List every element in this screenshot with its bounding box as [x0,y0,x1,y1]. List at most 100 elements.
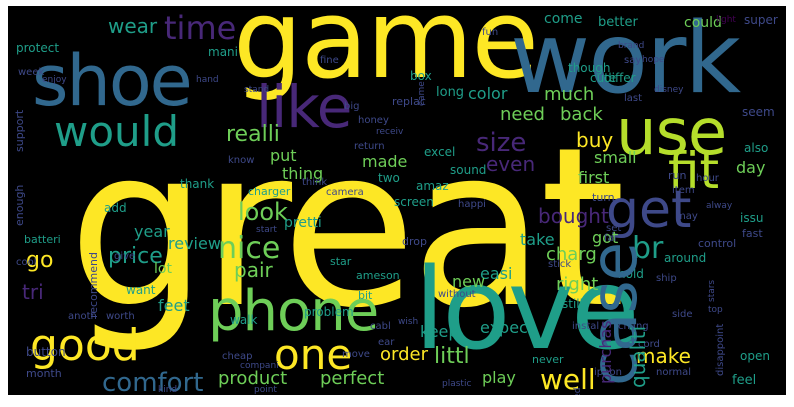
cloud-word: perfect [320,368,385,389]
cloud-word: new [452,272,486,291]
cloud-word: big [344,101,360,112]
cloud-word: still [562,297,583,311]
cloud-word: differ [604,71,636,85]
cloud-word: phone [208,279,379,344]
cloud-word: make [636,344,691,368]
cloud-word: go [26,248,54,273]
cloud-word: expect [480,318,535,337]
cloud-word: protect [16,41,60,55]
cloud-word: ship [656,273,677,284]
cloud-word: sound [450,163,487,177]
cloud-word: may [676,211,698,222]
cloud-word: kind [158,385,178,395]
cloud-word: price [108,244,163,269]
cloud-word: comfort [102,368,204,395]
cloud-word: move [342,349,370,360]
cloud-word: get [606,180,692,240]
cloud-word: fun [482,27,499,38]
cloud-word: run [668,169,687,182]
cloud-word: great [68,100,626,356]
cloud-word: come [544,11,583,27]
cloud-word: time [164,9,237,47]
cloud-word: much [544,84,595,105]
cloud-word: drop [402,235,427,248]
cloud-word: screen [394,195,434,209]
cloud-word: brand [618,41,645,51]
cloud-word: day [736,158,766,177]
cloud-word: add [104,201,127,215]
cloud-word: one [274,330,353,379]
cloud-word: alway [706,201,733,211]
cloud-word: receiv [376,127,404,137]
cloud-word: set [606,223,622,234]
cloud-word: fine [320,55,339,66]
cloud-word: nice [218,231,281,266]
cloud-word: enough [13,184,26,226]
cloud-word: got [592,228,619,247]
cloud-word: pair [234,258,273,282]
cloud-word: review [168,234,221,253]
cloud-word: littl [434,344,470,369]
cloud-word: last [624,93,643,104]
cloud-word: stars [707,279,717,302]
cloud-word: compani [240,361,279,371]
cloud-word: item [672,185,695,196]
cloud-word: take [520,230,555,249]
cloud-word: charg [546,244,597,265]
cloud-word: good [30,320,140,371]
cloud-word: week [18,67,45,78]
cloud-word: support [13,109,26,152]
cloud-word: bought [538,204,609,228]
cloud-word: turn [592,191,615,204]
cloud-word: control [698,237,737,250]
cloud-word: give [114,251,136,262]
cloud-word: light [716,15,736,25]
cloud-word: qualiti [626,325,650,388]
cloud-word: mani [208,45,238,59]
cloud-word: small [594,148,637,167]
cloud-word: around [664,251,707,265]
cloud-word: cheap [222,351,253,362]
cloud-word: point [254,385,277,395]
cloud-word: star [330,255,352,268]
cloud-word: plastic [442,379,472,389]
cloud-word: would [54,107,179,156]
cloud-word: hold [618,267,644,281]
cloud-word: product [218,368,288,389]
cloud-word: stick [548,259,572,270]
cloud-word: think [302,177,328,188]
cloud-word: even [486,152,536,176]
cloud-word: hand [196,75,219,85]
cloud-word: better [598,15,638,30]
cloud-word: two [378,171,400,185]
cloud-word: wear [108,14,158,38]
cloud-word: wish [398,317,419,327]
cloud-word: hour [696,173,719,184]
cloud-word: bit [358,289,373,302]
cloud-word: cute [590,71,617,85]
cloud-word: like [256,73,352,141]
cloud-word: work [510,6,741,116]
cloud-word: recommend [87,252,100,318]
cloud-word: super [744,13,778,27]
cloud-word: long [436,85,465,100]
cloud-word: batteri [24,233,61,246]
cloud-word: size [476,128,527,158]
cloud-word: came [417,81,427,106]
cloud-word: fit [668,142,720,200]
cloud-word: use [616,96,727,170]
cloud-word: button [26,345,66,359]
cloud-word: first [578,168,610,187]
cloud-word: honey [358,115,389,126]
cloud-word: feet [158,296,190,315]
cloud-word: love [414,245,640,375]
cloud-word: tri [22,280,44,304]
cloud-word: worth [106,311,135,322]
cloud-word: cool [16,257,37,268]
cloud-word: instal [572,321,600,332]
cloud-word: walk [230,313,258,327]
cloud-word: far [604,233,618,244]
cloud-word: br [632,231,664,266]
cloud-word: could [684,15,722,31]
cloud-word: color [468,84,508,103]
